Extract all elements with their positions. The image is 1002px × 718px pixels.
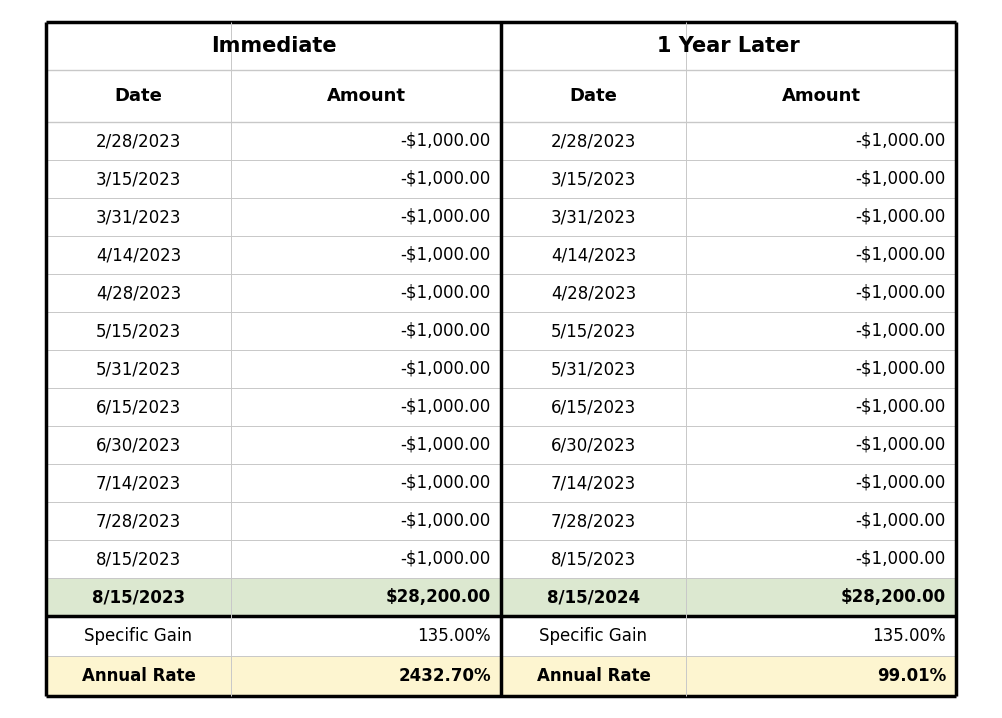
Text: -$1,000.00: -$1,000.00 xyxy=(401,284,491,302)
Bar xyxy=(46,312,956,350)
Bar xyxy=(46,274,956,312)
Text: 5/31/2023: 5/31/2023 xyxy=(96,360,181,378)
Text: 6/15/2023: 6/15/2023 xyxy=(96,398,181,416)
Text: -$1,000.00: -$1,000.00 xyxy=(856,436,946,454)
Bar xyxy=(46,122,956,160)
Bar xyxy=(46,616,956,656)
Text: -$1,000.00: -$1,000.00 xyxy=(856,322,946,340)
Text: -$1,000.00: -$1,000.00 xyxy=(401,246,491,264)
Text: -$1,000.00: -$1,000.00 xyxy=(856,132,946,150)
Bar xyxy=(46,656,956,696)
Text: 4/14/2023: 4/14/2023 xyxy=(551,246,636,264)
Text: 8/15/2023: 8/15/2023 xyxy=(96,550,181,568)
Bar xyxy=(46,236,956,274)
Text: Amount: Amount xyxy=(327,87,406,105)
Bar xyxy=(46,502,956,540)
Bar xyxy=(46,540,956,578)
Text: 1 Year Later: 1 Year Later xyxy=(657,36,800,56)
Text: -$1,000.00: -$1,000.00 xyxy=(401,322,491,340)
Text: 2432.70%: 2432.70% xyxy=(399,667,491,685)
Text: -$1,000.00: -$1,000.00 xyxy=(401,360,491,378)
Text: 5/31/2023: 5/31/2023 xyxy=(551,360,636,378)
Bar xyxy=(46,22,956,70)
Text: 4/28/2023: 4/28/2023 xyxy=(96,284,181,302)
Text: -$1,000.00: -$1,000.00 xyxy=(856,398,946,416)
Text: 6/30/2023: 6/30/2023 xyxy=(551,436,636,454)
Text: -$1,000.00: -$1,000.00 xyxy=(856,170,946,188)
Text: 7/28/2023: 7/28/2023 xyxy=(551,512,636,530)
Text: 99.01%: 99.01% xyxy=(877,667,946,685)
Text: 7/28/2023: 7/28/2023 xyxy=(96,512,181,530)
Text: 7/14/2023: 7/14/2023 xyxy=(551,474,636,492)
Text: Annual Rate: Annual Rate xyxy=(81,667,195,685)
Text: -$1,000.00: -$1,000.00 xyxy=(401,474,491,492)
Text: Specific Gain: Specific Gain xyxy=(539,627,647,645)
Text: -$1,000.00: -$1,000.00 xyxy=(401,512,491,530)
Text: 2/28/2023: 2/28/2023 xyxy=(96,132,181,150)
Text: $28,200.00: $28,200.00 xyxy=(841,588,946,606)
Text: -$1,000.00: -$1,000.00 xyxy=(856,512,946,530)
Text: 4/28/2023: 4/28/2023 xyxy=(551,284,636,302)
Text: -$1,000.00: -$1,000.00 xyxy=(856,474,946,492)
Text: 8/15/2024: 8/15/2024 xyxy=(547,588,640,606)
Text: -$1,000.00: -$1,000.00 xyxy=(401,398,491,416)
Text: -$1,000.00: -$1,000.00 xyxy=(401,436,491,454)
Text: 6/30/2023: 6/30/2023 xyxy=(96,436,181,454)
Text: 4/14/2023: 4/14/2023 xyxy=(96,246,181,264)
Text: 3/31/2023: 3/31/2023 xyxy=(96,208,181,226)
Text: -$1,000.00: -$1,000.00 xyxy=(401,170,491,188)
Bar xyxy=(46,350,956,388)
Text: Specific Gain: Specific Gain xyxy=(84,627,192,645)
Text: -$1,000.00: -$1,000.00 xyxy=(856,208,946,226)
Text: 6/15/2023: 6/15/2023 xyxy=(551,398,636,416)
Bar xyxy=(46,464,956,502)
Text: -$1,000.00: -$1,000.00 xyxy=(856,284,946,302)
Text: 3/15/2023: 3/15/2023 xyxy=(96,170,181,188)
Bar xyxy=(46,578,956,616)
Text: 7/14/2023: 7/14/2023 xyxy=(96,474,181,492)
Bar xyxy=(46,198,956,236)
Text: Amount: Amount xyxy=(782,87,861,105)
Text: 8/15/2023: 8/15/2023 xyxy=(92,588,185,606)
Text: 135.00%: 135.00% xyxy=(418,627,491,645)
Text: 135.00%: 135.00% xyxy=(873,627,946,645)
Text: Date: Date xyxy=(569,87,617,105)
Text: -$1,000.00: -$1,000.00 xyxy=(856,550,946,568)
Text: 2/28/2023: 2/28/2023 xyxy=(551,132,636,150)
Text: 3/15/2023: 3/15/2023 xyxy=(551,170,636,188)
Text: 5/15/2023: 5/15/2023 xyxy=(551,322,636,340)
Text: 5/15/2023: 5/15/2023 xyxy=(96,322,181,340)
Text: 3/31/2023: 3/31/2023 xyxy=(551,208,636,226)
Text: -$1,000.00: -$1,000.00 xyxy=(401,208,491,226)
Text: -$1,000.00: -$1,000.00 xyxy=(401,132,491,150)
Text: -$1,000.00: -$1,000.00 xyxy=(856,360,946,378)
Text: -$1,000.00: -$1,000.00 xyxy=(856,246,946,264)
Text: Date: Date xyxy=(114,87,162,105)
Text: -$1,000.00: -$1,000.00 xyxy=(401,550,491,568)
Text: Immediate: Immediate xyxy=(210,36,337,56)
Bar xyxy=(46,388,956,426)
Text: Annual Rate: Annual Rate xyxy=(536,667,650,685)
Text: 8/15/2023: 8/15/2023 xyxy=(551,550,636,568)
Bar xyxy=(46,160,956,198)
Bar xyxy=(46,70,956,122)
Bar xyxy=(46,426,956,464)
Text: $28,200.00: $28,200.00 xyxy=(386,588,491,606)
